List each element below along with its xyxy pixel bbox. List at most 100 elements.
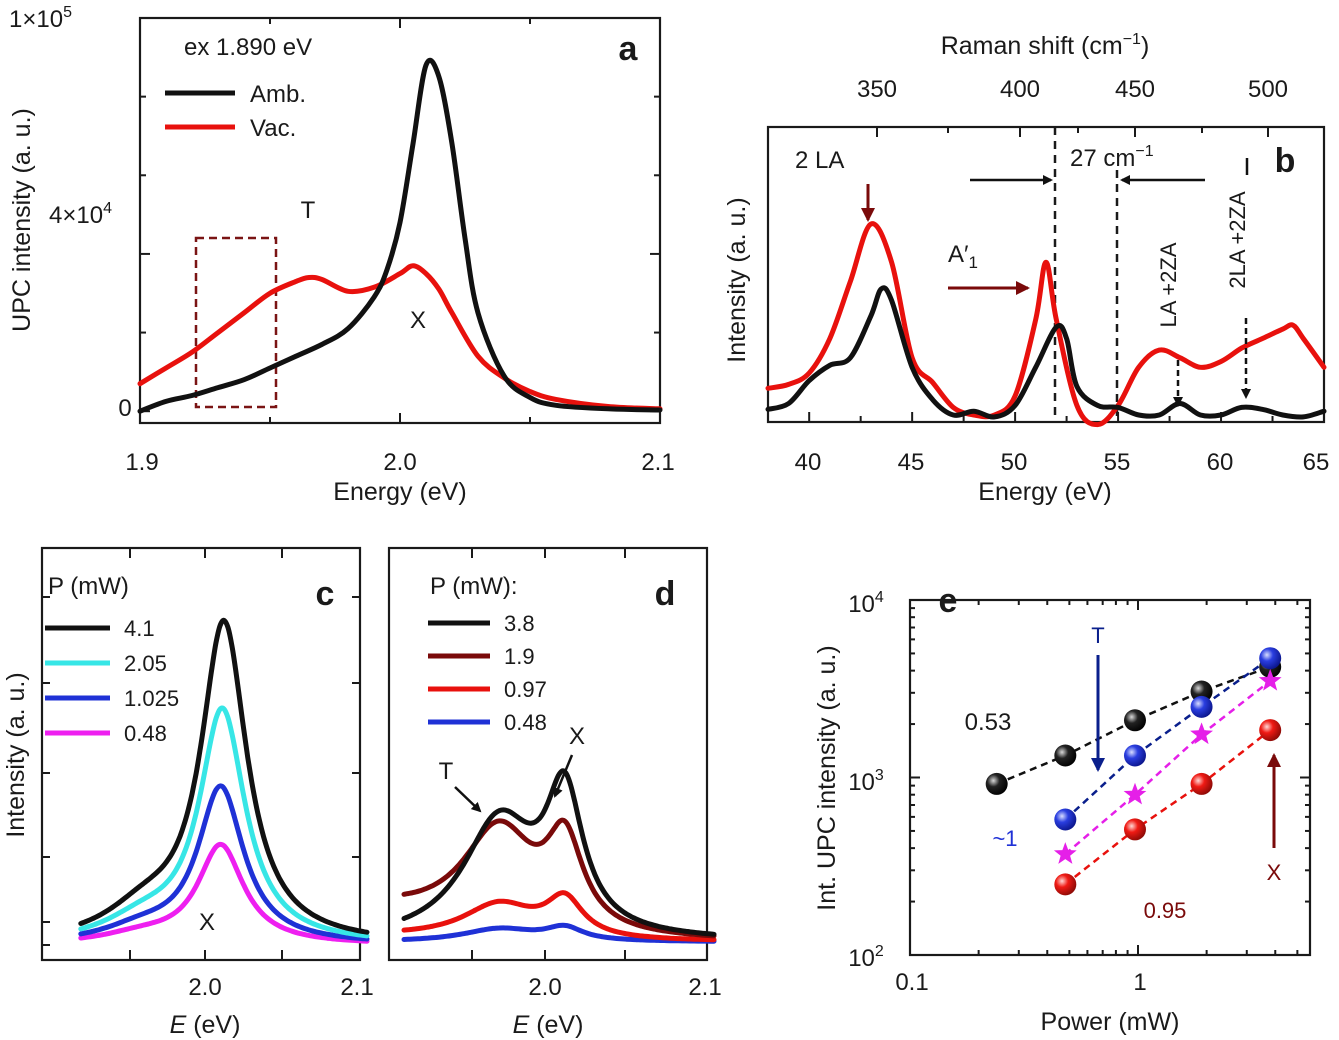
panel-e: 104 103 102 0.1 1 Power (mW) Int. UPC in… bbox=[813, 582, 1312, 1036]
series-line-d-0.48 bbox=[401, 922, 717, 944]
data-point-black bbox=[1123, 709, 1146, 732]
series-line-d-3.8 bbox=[401, 768, 717, 937]
panel-b-label-2la2za: 2LA +2ZA bbox=[1225, 191, 1250, 289]
panel-e-slope-blue: ~1 bbox=[992, 826, 1017, 851]
panel-b-shift-label: 27 cm−1 bbox=[1070, 143, 1154, 172]
series-line-d-0.97 bbox=[401, 890, 717, 943]
data-point-T bbox=[1123, 744, 1146, 767]
data-point-X bbox=[1123, 818, 1146, 841]
panel-a-ytick-top: 1×105 bbox=[9, 4, 72, 33]
data-point-black bbox=[1190, 680, 1213, 703]
panel-b: Raman shift (cm−1) 350 400 450 500 40 45… bbox=[723, 31, 1329, 506]
panel-a-zoom-box bbox=[194, 236, 278, 409]
data-point-star bbox=[1053, 842, 1077, 864]
data-point-X bbox=[1054, 873, 1077, 896]
panel-d-xtick: 2.0 bbox=[528, 974, 561, 1001]
panel-e-letter: e bbox=[939, 582, 958, 620]
series-line-c-1.025 bbox=[78, 783, 370, 942]
panel-e-slope-black: 0.53 bbox=[965, 709, 1012, 736]
panel-c-ylabel: Intensity (a. u.) bbox=[2, 672, 30, 837]
panel-e-label-x: X bbox=[1267, 860, 1282, 885]
panel-e-ytick: 104 bbox=[848, 589, 884, 618]
panel-a-xtick: 1.9 bbox=[125, 449, 158, 476]
panel-a-curves bbox=[137, 57, 663, 414]
panel-d-arrow-t bbox=[454, 786, 482, 813]
fit-line-black bbox=[996, 665, 1271, 786]
panel-e-fit-lines bbox=[996, 657, 1271, 886]
panel-b-xtick: 55 bbox=[1104, 449, 1131, 476]
panel-e-points bbox=[985, 647, 1282, 896]
panel-b-letter: b bbox=[1275, 142, 1296, 180]
panel-a-ytick-zero: 0 bbox=[118, 395, 131, 422]
panel-c-xtick: 2.1 bbox=[340, 974, 373, 1001]
series-line-b-amb bbox=[765, 285, 1327, 420]
panel-c-xtick: 2.0 bbox=[188, 974, 221, 1001]
panel-b-xtick: 40 bbox=[795, 449, 822, 476]
panel-d-letter: d bbox=[655, 575, 676, 613]
data-point-star bbox=[1258, 668, 1282, 691]
panel-a-ylabel: UPC intensity (a. u.) bbox=[8, 108, 36, 332]
panel-c: P (mW) 4.1 2.05 1.025 0.48 X 2.0 2.1 E (… bbox=[2, 546, 374, 1039]
data-point-star bbox=[1123, 782, 1147, 805]
legend-label-d-1.9: 1.9 bbox=[504, 644, 535, 669]
panel-b-top-xtick: 500 bbox=[1248, 76, 1288, 103]
panel-e-xtick: 1 bbox=[1133, 969, 1146, 996]
panel-e-xlabel: Power (mW) bbox=[1041, 1008, 1180, 1036]
panel-e-slope-red: 0.95 bbox=[1144, 898, 1187, 923]
fit-line-star bbox=[1064, 679, 1271, 856]
series-line-vac bbox=[137, 263, 663, 412]
panel-b-top-xtick: 350 bbox=[857, 76, 897, 103]
panel-b-curves bbox=[765, 221, 1327, 428]
data-point-T bbox=[1259, 647, 1282, 670]
panel-a-label-x: X bbox=[410, 307, 426, 334]
panel-b-ticks bbox=[808, 127, 1325, 422]
panel-c-xlabel: E (eV) bbox=[170, 1011, 241, 1039]
legend-label-d-0.97: 0.97 bbox=[504, 677, 547, 702]
panel-b-xtick: 50 bbox=[1001, 449, 1028, 476]
data-point-black bbox=[985, 772, 1008, 795]
panel-e-ytick: 103 bbox=[848, 767, 884, 796]
panel-a-xlabel: Energy (eV) bbox=[333, 478, 466, 506]
panel-a-excitation: ex 1.890 eV bbox=[184, 34, 312, 61]
legend-label-c-1.025: 1.025 bbox=[124, 686, 179, 711]
panel-b-xtick: 45 bbox=[898, 449, 925, 476]
series-line-c-0.48 bbox=[78, 841, 370, 944]
legend-label-c-2.05: 2.05 bbox=[124, 651, 167, 676]
fit-line-X bbox=[1064, 729, 1271, 886]
panel-a-letter: a bbox=[619, 30, 639, 68]
data-point-T bbox=[1190, 695, 1213, 718]
panel-e-ticks bbox=[909, 599, 1310, 956]
legend-label-d-0.48: 0.48 bbox=[504, 710, 547, 735]
panel-d-legend-title: P (mW): bbox=[430, 573, 518, 600]
panel-e-xtick: 0.1 bbox=[895, 969, 928, 996]
panel-a: 1.9 2.0 2.1 Energy (eV) UPC intensity (a… bbox=[8, 4, 675, 506]
series-line-b-vac bbox=[765, 221, 1327, 428]
panel-d: P (mW): 3.8 1.9 0.97 0.48 T X 2.0 2.1 E … bbox=[387, 546, 722, 1039]
series-line-amb bbox=[137, 57, 663, 414]
panel-e-label-t: T bbox=[1091, 623, 1104, 648]
legend-label-amb: Amb. bbox=[250, 81, 306, 108]
panel-d-label-t: T bbox=[439, 758, 454, 785]
legend-label-c-4.1: 4.1 bbox=[124, 616, 155, 641]
panel-c-letter: c bbox=[316, 575, 335, 613]
series-line-c-4.1 bbox=[78, 617, 370, 935]
panel-b-frame bbox=[766, 125, 1326, 424]
panel-b-xlabel: Energy (eV) bbox=[978, 478, 1111, 506]
panel-c-label-x: X bbox=[199, 909, 215, 936]
panel-d-ticks bbox=[471, 548, 626, 960]
panel-c-frame bbox=[40, 546, 362, 962]
panel-c-legend-title: P (mW) bbox=[48, 573, 129, 600]
panel-d-curves bbox=[401, 768, 717, 944]
legend-label-d-3.8: 3.8 bbox=[504, 611, 535, 636]
data-point-star bbox=[1190, 722, 1213, 745]
panel-c-ticks bbox=[42, 548, 360, 960]
panel-d-xtick: 2.1 bbox=[688, 974, 721, 1001]
panel-d-xlabel: E (eV) bbox=[513, 1011, 584, 1039]
panel-b-xtick: 60 bbox=[1207, 449, 1234, 476]
fit-line-T bbox=[1064, 657, 1271, 821]
panel-d-frame bbox=[387, 546, 709, 962]
panel-b-top-xtick: 400 bbox=[1000, 76, 1040, 103]
panel-d-arrow-x bbox=[553, 754, 574, 798]
panel-b-label-2la: 2 LA bbox=[795, 147, 844, 174]
